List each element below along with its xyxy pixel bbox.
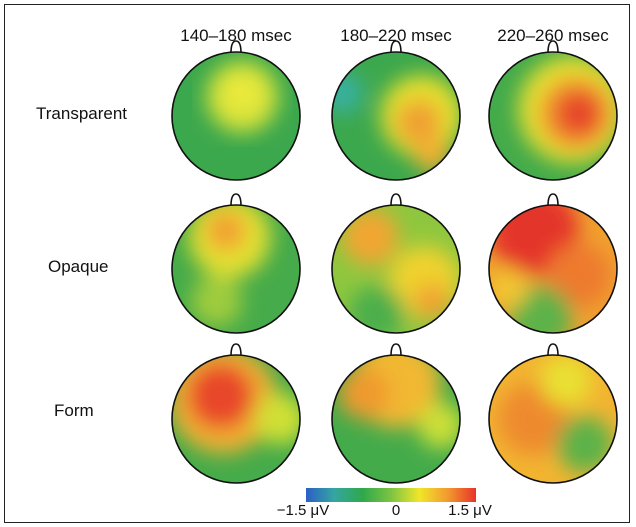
activation-blob [413, 136, 450, 173]
activation-blob [332, 72, 363, 114]
head-outline [488, 354, 618, 484]
colorbar [306, 488, 476, 502]
nose-marker [230, 40, 242, 54]
activation-blob [187, 362, 254, 430]
head-outline [331, 354, 461, 484]
head-outline [488, 51, 618, 181]
nose-marker [390, 343, 402, 357]
head-outline [331, 51, 461, 181]
activation-blob [338, 367, 390, 419]
activation-blob [556, 416, 614, 473]
activation-blob [191, 275, 243, 327]
activation-blob [489, 267, 529, 309]
row-label-form: Form [54, 401, 94, 420]
activation-blob [546, 243, 611, 308]
topomap-form-1 [171, 343, 301, 484]
topomap-transparent-1 [171, 40, 301, 181]
column-title-3: 220–260 msec [497, 26, 609, 45]
topomap-form-2 [331, 343, 461, 484]
head-outline [171, 51, 301, 181]
topomap-opaque-1 [171, 193, 301, 334]
activation-blob [540, 355, 592, 407]
activation-blob [558, 92, 600, 134]
nose-marker [390, 193, 402, 207]
colorbar-max-label: 1.5 μV [448, 502, 492, 519]
nose-marker [547, 343, 559, 357]
head-outline [171, 354, 301, 484]
activation-blob [417, 402, 460, 449]
row-label-transparent: Transparent [36, 104, 128, 123]
topomap-opaque-3 [488, 193, 618, 334]
head-outline [331, 204, 461, 334]
activation-blob [413, 283, 450, 319]
head-outline [488, 204, 618, 334]
colorbar-mid-label: 0 [391, 502, 401, 519]
activation-blob [508, 285, 573, 333]
topomap-transparent-2 [331, 40, 461, 181]
nose-marker [390, 40, 402, 54]
column-title-2: 180–220 msec [340, 26, 452, 45]
head-outline [171, 204, 301, 334]
nose-marker [547, 40, 559, 54]
activation-blob [224, 75, 261, 111]
colorbar-min-label: −1.5 μV [276, 502, 330, 519]
nose-marker [230, 343, 242, 357]
activation-blob [205, 210, 247, 252]
topomap-transparent-3 [488, 40, 618, 181]
nose-marker [230, 193, 242, 207]
nose-marker [547, 193, 559, 207]
column-title-1: 140–180 msec [180, 26, 292, 45]
topomap-opaque-2 [331, 193, 461, 334]
activation-blob [255, 393, 300, 445]
activation-blob [396, 99, 443, 146]
activation-blob [342, 208, 399, 266]
row-label-opaque: Opaque [48, 257, 109, 276]
topomap-form-3 [488, 343, 618, 484]
